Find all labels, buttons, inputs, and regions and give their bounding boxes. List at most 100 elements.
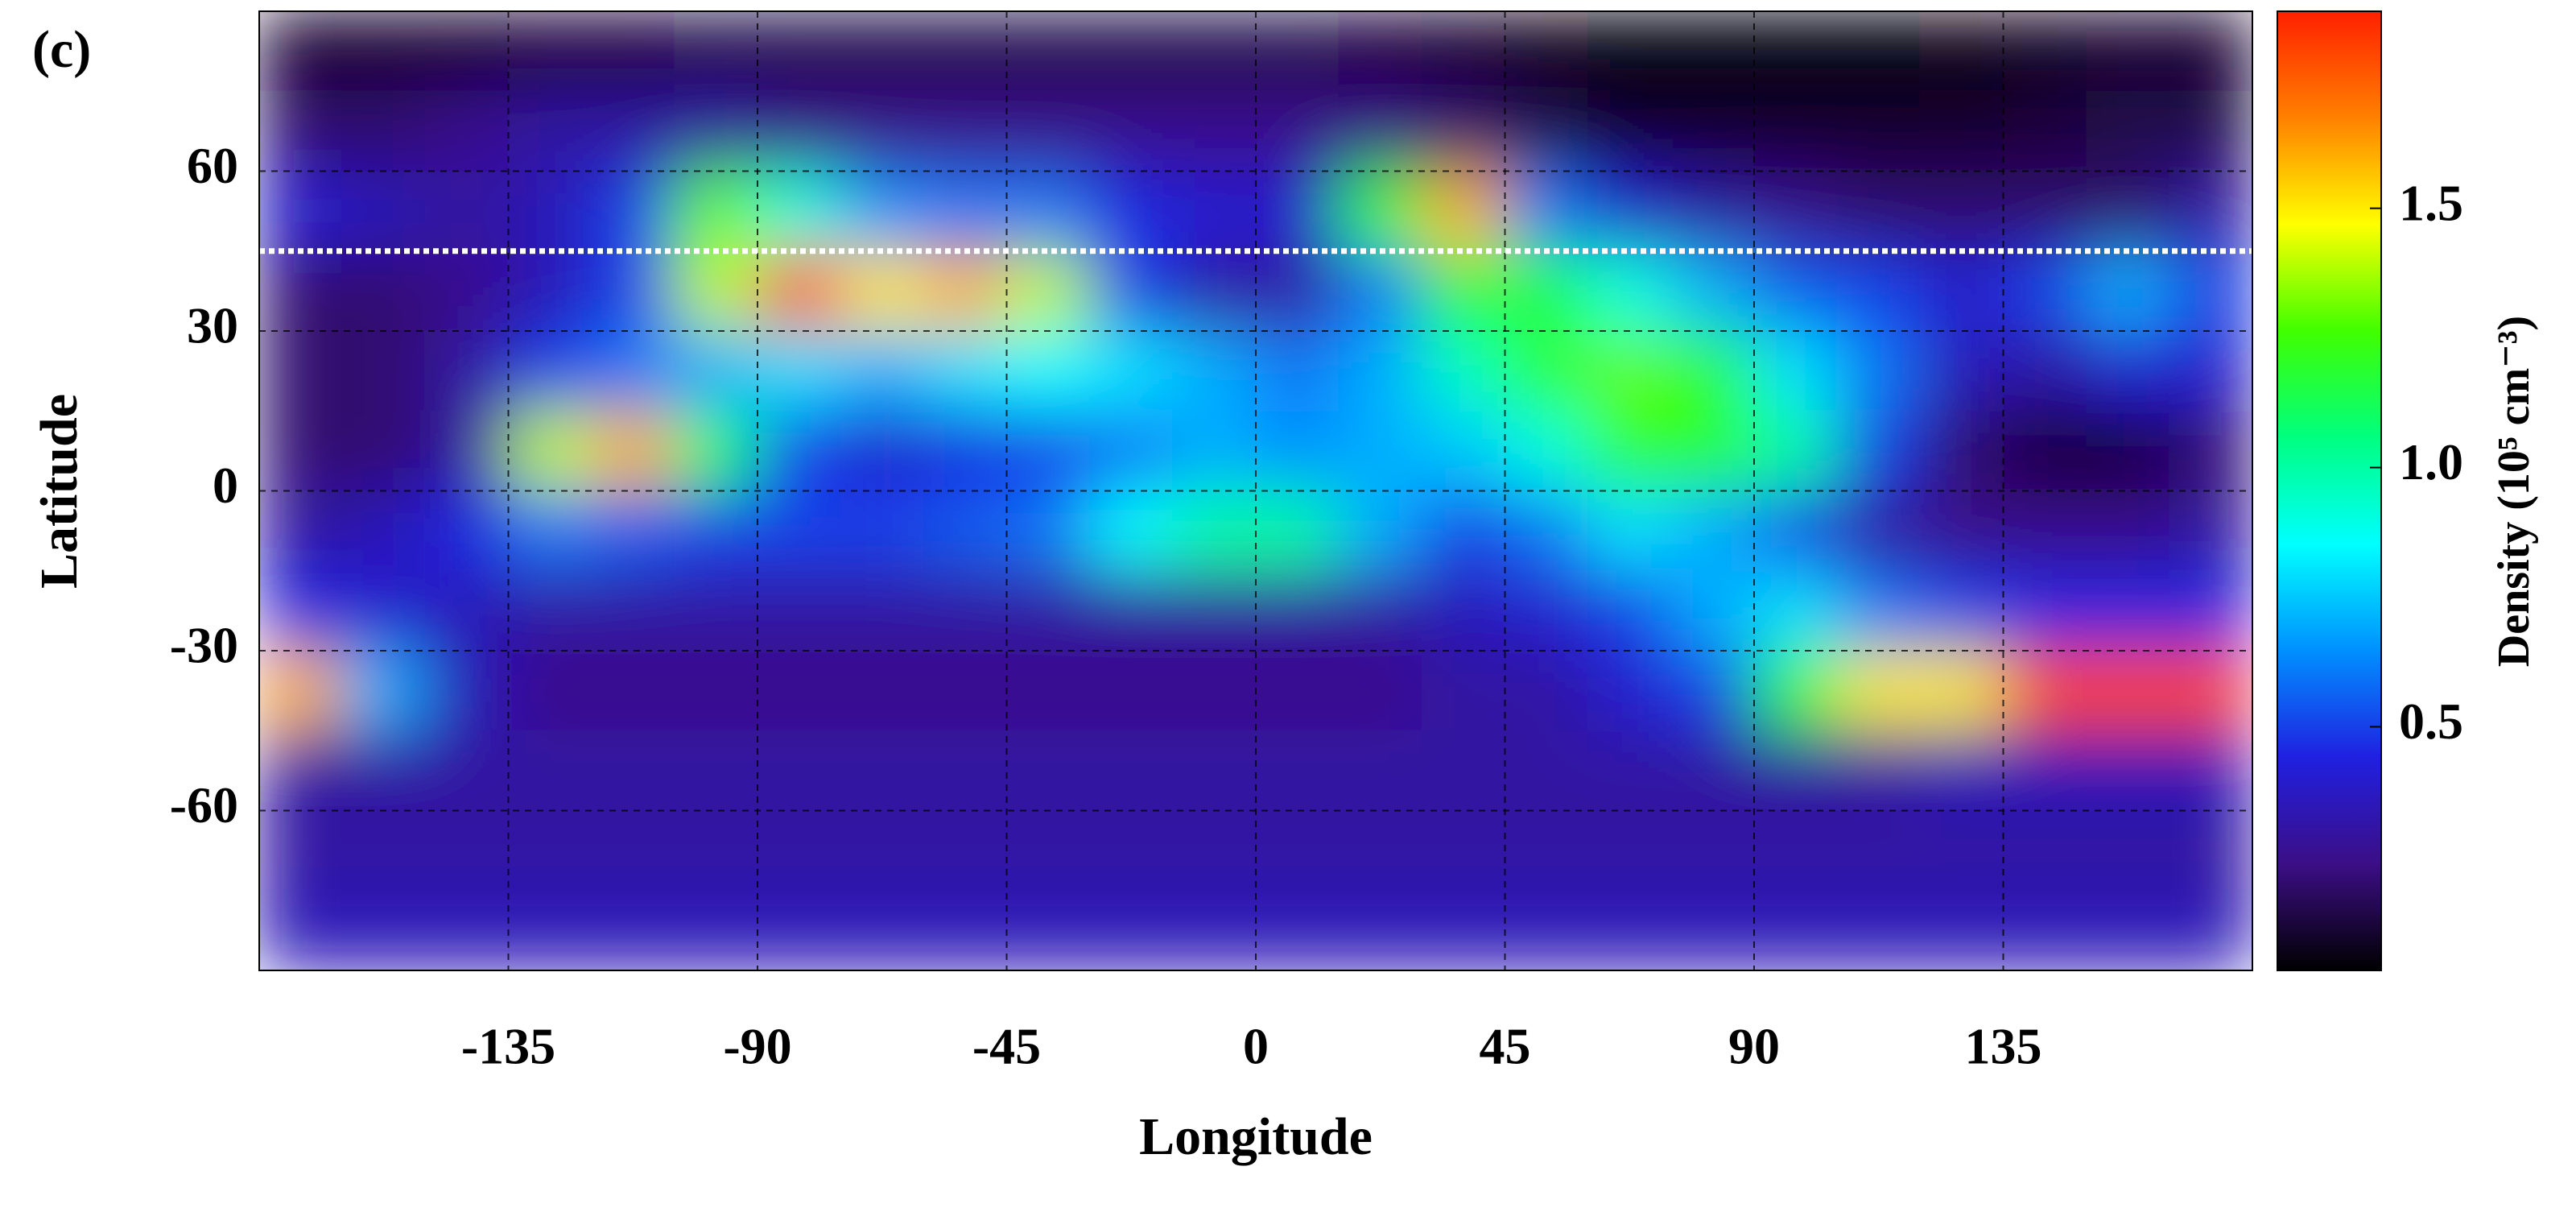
heat-cell (1587, 730, 1672, 811)
heat-cell (1670, 490, 1755, 572)
heat-cell (1006, 171, 1091, 252)
heat-cell (840, 730, 924, 811)
heat-cell (1089, 90, 1174, 172)
heat-cell (757, 890, 841, 970)
heat-cell (1338, 730, 1422, 811)
heat-cell (1836, 90, 1921, 172)
heat-cell (2086, 330, 2170, 412)
heat-cell (591, 11, 675, 92)
heat-cell (1670, 11, 1755, 92)
heat-cell (2003, 810, 2087, 892)
heat-cell (1172, 250, 1257, 332)
heat-cell (1255, 890, 1340, 970)
colorbar-tick-label: 0.5 (2399, 693, 2463, 750)
heat-cell (424, 890, 509, 970)
heat-cell (674, 330, 758, 412)
heat-cell (424, 330, 509, 412)
heat-cell (757, 730, 841, 811)
heat-cell (1587, 11, 1672, 92)
y-tick-label: 30 (187, 297, 238, 354)
heat-cell (1505, 11, 1589, 92)
heat-cell (424, 90, 509, 172)
heat-cell (508, 490, 592, 572)
heat-cell (1753, 410, 1838, 491)
heat-cell (1255, 171, 1340, 252)
heat-cell (2086, 890, 2170, 970)
heat-cell (923, 330, 1007, 412)
heat-cell (1338, 410, 1422, 491)
heat-cell (2169, 90, 2252, 172)
heat-cell (757, 810, 841, 892)
heat-cell (1255, 330, 1340, 412)
heat-cell (508, 810, 592, 892)
heat-cell (923, 171, 1007, 252)
heat-cell (1089, 330, 1174, 412)
heatmap-area (259, 11, 2252, 970)
heat-cell (1836, 570, 1921, 652)
heat-cell (1255, 490, 1340, 572)
heat-cell (1753, 330, 1838, 412)
heat-cell (840, 890, 924, 970)
heat-cell (1421, 570, 1505, 652)
heat-cell (1587, 570, 1672, 652)
colorbar-tick-label: 1.0 (2399, 433, 2463, 490)
heat-cell (1172, 730, 1257, 811)
heat-cell (1089, 11, 1174, 92)
heat-cell (2003, 11, 2087, 92)
heat-cell (1587, 250, 1672, 332)
heat-cell (259, 330, 343, 412)
y-tick-label: 60 (187, 137, 238, 194)
heat-cell (259, 171, 343, 252)
heat-cell (1836, 171, 1921, 252)
heat-cell (2003, 90, 2087, 172)
heat-cell (1338, 330, 1422, 412)
heat-cell (259, 570, 343, 652)
heat-cell (1089, 570, 1174, 652)
heat-cell (1421, 250, 1505, 332)
heat-cell (1255, 650, 1340, 731)
heat-cell (674, 90, 758, 172)
heat-cell (1006, 810, 1091, 892)
heat-cell (1421, 171, 1505, 252)
heat-cell (2086, 490, 2170, 572)
heat-cell (923, 90, 1007, 172)
heat-cell (1172, 650, 1257, 731)
heat-cell (341, 330, 426, 412)
heat-cell (341, 890, 426, 970)
heat-cell (1421, 890, 1505, 970)
heat-cell (1338, 490, 1422, 572)
heat-cell (424, 490, 509, 572)
heat-cell (2003, 730, 2087, 811)
heat-cell (923, 890, 1007, 970)
heat-cell (508, 650, 592, 731)
heat-cell (1505, 250, 1589, 332)
heat-cell (259, 810, 343, 892)
heat-cell (1670, 410, 1755, 491)
heat-cell (1421, 490, 1505, 572)
heat-cell (1255, 90, 1340, 172)
heat-cell (674, 11, 758, 92)
heat-cell (1919, 90, 2004, 172)
heat-cell (757, 650, 841, 731)
heat-cell (757, 250, 841, 332)
heat-cell (1670, 650, 1755, 731)
y-tick-label: -30 (170, 617, 238, 674)
x-tick-label: -45 (972, 1018, 1041, 1075)
heat-cell (1172, 890, 1257, 970)
heat-cell (1670, 90, 1755, 172)
heat-cell (508, 330, 592, 412)
heat-cell (2169, 330, 2252, 412)
heat-cell (424, 650, 509, 731)
heat-cell (1919, 250, 2004, 332)
heat-cell (424, 810, 509, 892)
heat-cell (2003, 171, 2087, 252)
heat-cell (1089, 490, 1174, 572)
heat-cell (1587, 410, 1672, 491)
heat-cell (1753, 490, 1838, 572)
heat-cell (1172, 570, 1257, 652)
heat-cell (923, 570, 1007, 652)
heat-cell (923, 490, 1007, 572)
heat-cell (1006, 11, 1091, 92)
heat-cell (923, 810, 1007, 892)
heat-cell (1505, 730, 1589, 811)
